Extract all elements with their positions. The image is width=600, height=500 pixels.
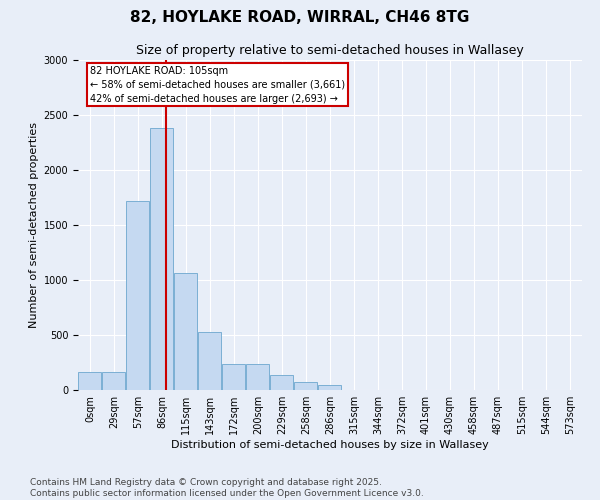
Text: Contains HM Land Registry data © Crown copyright and database right 2025.
Contai: Contains HM Land Registry data © Crown c… [30,478,424,498]
Y-axis label: Number of semi-detached properties: Number of semi-detached properties [29,122,40,328]
Bar [78,372,101,390]
Bar [246,364,269,390]
Bar [294,382,317,390]
Bar [102,372,125,390]
Bar [270,374,293,390]
Bar [174,274,197,390]
Text: 82 HOYLAKE ROAD: 105sqm
← 58% of semi-detached houses are smaller (3,661)
42% of: 82 HOYLAKE ROAD: 105sqm ← 58% of semi-de… [90,66,345,104]
Title: Size of property relative to semi-detached houses in Wallasey: Size of property relative to semi-detach… [136,44,524,58]
Bar [126,201,149,390]
Bar [318,384,341,390]
Text: 82, HOYLAKE ROAD, WIRRAL, CH46 8TG: 82, HOYLAKE ROAD, WIRRAL, CH46 8TG [130,10,470,25]
Bar [222,364,245,390]
Bar [198,332,221,390]
X-axis label: Distribution of semi-detached houses by size in Wallasey: Distribution of semi-detached houses by … [171,440,489,450]
Bar [150,128,173,390]
